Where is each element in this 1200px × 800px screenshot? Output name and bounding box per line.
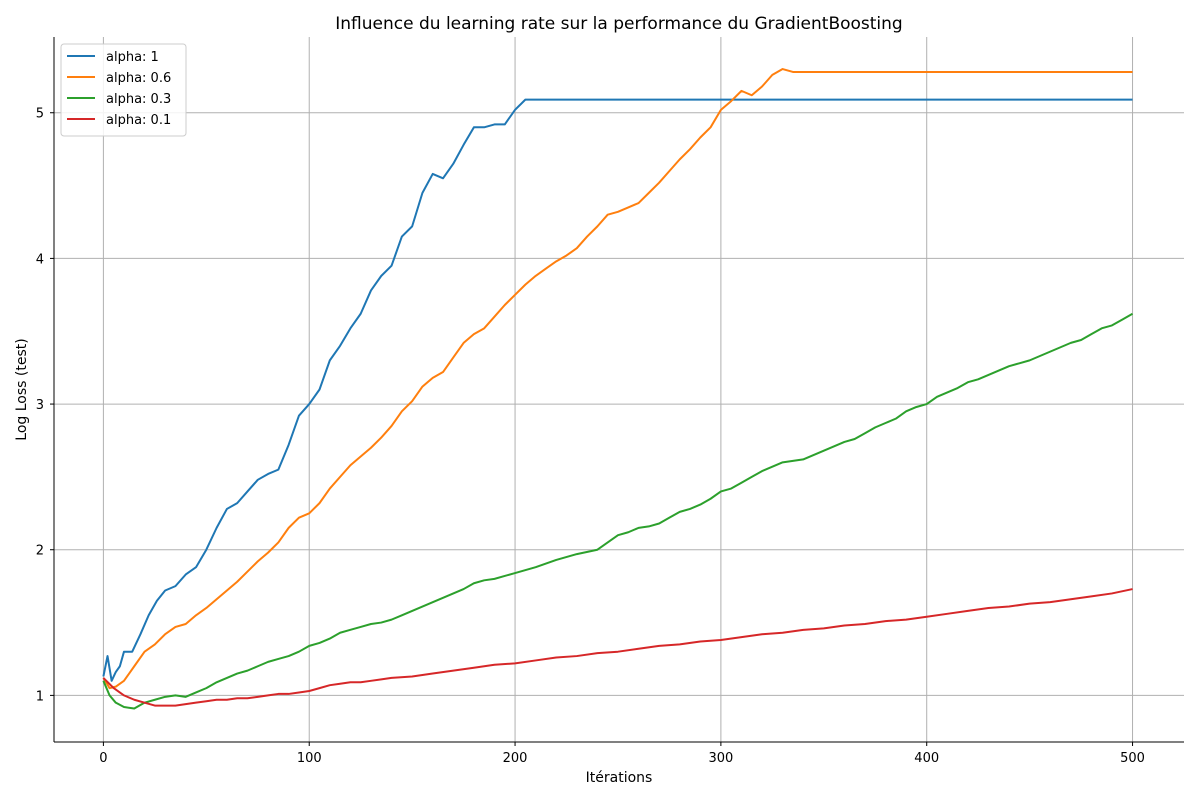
series-line	[102, 68, 1133, 690]
y-tick-label: 5	[36, 107, 44, 122]
chart-title: Influence du learning rate sur la perfor…	[335, 14, 902, 34]
legend-label: alpha: 1	[106, 50, 159, 65]
x-tick-label: 500	[1120, 751, 1145, 766]
legend-label: alpha: 0.1	[106, 113, 171, 128]
y-tick-label: 2	[36, 544, 44, 559]
series-line	[102, 312, 1134, 710]
y-tick-label: 1	[36, 689, 44, 704]
series-line	[102, 98, 1133, 682]
series-line	[102, 588, 1133, 707]
y-tick-label: 3	[36, 398, 44, 413]
grid	[54, 37, 1184, 742]
axes: 0 100 200 300 400 500 1 2 3 4 5	[36, 37, 1184, 766]
x-axis-label: Itérations	[586, 770, 653, 786]
x-tick-label: 300	[708, 751, 733, 766]
y-tick-label: 4	[36, 252, 44, 267]
legend-box	[60, 43, 187, 137]
legend-label: alpha: 0.6	[106, 71, 171, 86]
x-tick-label: 200	[503, 751, 528, 766]
series-layer	[102, 68, 1134, 710]
x-tick-label: 400	[914, 751, 939, 766]
legend: alpha: 1 alpha: 0.6 alpha: 0.3 alpha: 0.1	[60, 43, 187, 137]
y-axis-label: Log Loss (test)	[14, 338, 30, 440]
x-tick-label: 100	[297, 751, 322, 766]
x-tick-label: 0	[99, 751, 107, 766]
legend-label: alpha: 0.3	[106, 92, 171, 107]
